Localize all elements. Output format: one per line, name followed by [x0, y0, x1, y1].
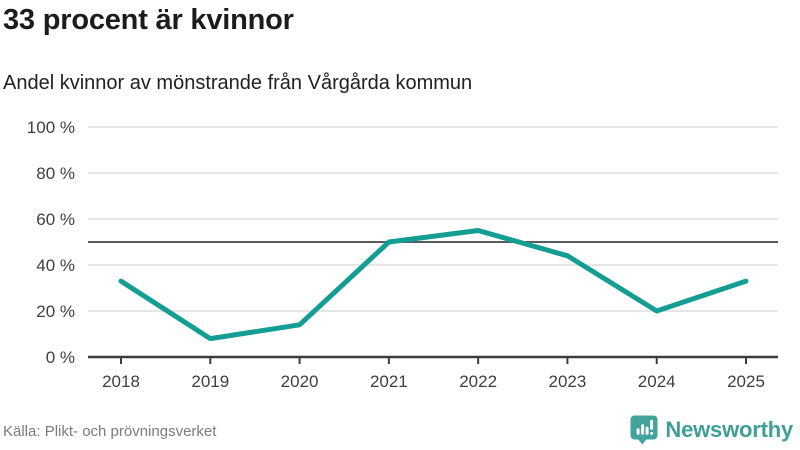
y-tick-label: 0 % — [46, 348, 75, 367]
x-tick-label: 2023 — [549, 372, 587, 391]
y-tick-label: 20 % — [36, 302, 75, 321]
chart-title: 33 procent är kvinnor — [3, 4, 294, 36]
newsworthy-logo: Newsworthy — [630, 415, 793, 445]
x-tick-label: 2018 — [102, 372, 140, 391]
x-tick-label: 2021 — [370, 372, 408, 391]
y-tick-label: 40 % — [36, 256, 75, 275]
y-tick-label: 80 % — [36, 164, 75, 183]
source-text: Källa: Plikt- och prövningsverket — [3, 423, 217, 440]
x-tick-label: 2019 — [191, 372, 229, 391]
bar-chart-speech-bubble-icon — [630, 415, 658, 445]
x-tick-label: 2024 — [638, 372, 676, 391]
x-tick-label: 2022 — [459, 372, 497, 391]
chart-subtitle: Andel kvinnor av mönstrande från Vårgård… — [3, 72, 473, 94]
y-tick-label: 100 % — [27, 118, 75, 137]
newsworthy-wordmark: Newsworthy — [665, 417, 793, 442]
y-tick-label: 60 % — [36, 210, 75, 229]
line-chart: 0 % 20 % 40 % 60 % 80 % 100 % 2018 2019 2020 2021… — [27, 118, 778, 391]
data-line — [118, 228, 749, 342]
x-tick-label: 2025 — [727, 372, 765, 391]
x-tick-label: 2020 — [281, 372, 319, 391]
